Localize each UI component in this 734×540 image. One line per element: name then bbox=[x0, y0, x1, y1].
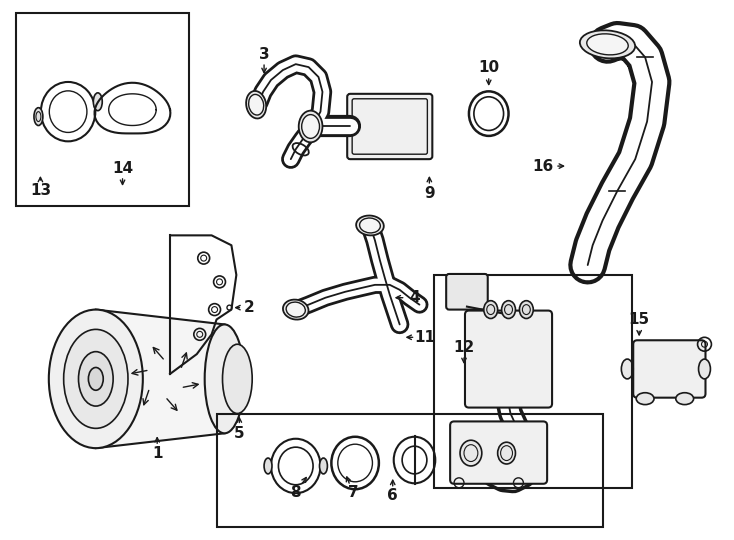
Bar bbox=[217, 414, 603, 528]
Text: 14: 14 bbox=[112, 160, 133, 176]
Ellipse shape bbox=[586, 34, 628, 55]
FancyBboxPatch shape bbox=[450, 421, 547, 484]
Text: 9: 9 bbox=[424, 186, 435, 201]
Ellipse shape bbox=[498, 442, 515, 464]
Ellipse shape bbox=[299, 111, 322, 143]
Ellipse shape bbox=[356, 215, 384, 235]
Ellipse shape bbox=[699, 359, 711, 379]
Ellipse shape bbox=[501, 301, 515, 319]
Text: 16: 16 bbox=[533, 159, 553, 173]
Polygon shape bbox=[96, 309, 225, 448]
Ellipse shape bbox=[48, 309, 143, 448]
Ellipse shape bbox=[222, 344, 252, 414]
Ellipse shape bbox=[319, 458, 327, 474]
Text: 8: 8 bbox=[291, 485, 301, 500]
Text: 15: 15 bbox=[628, 312, 650, 327]
Ellipse shape bbox=[636, 393, 654, 404]
Ellipse shape bbox=[476, 448, 501, 484]
Text: 2: 2 bbox=[244, 300, 255, 315]
Bar bbox=[435, 275, 632, 488]
Ellipse shape bbox=[302, 114, 319, 138]
Text: 6: 6 bbox=[388, 488, 398, 503]
Ellipse shape bbox=[479, 453, 498, 479]
FancyBboxPatch shape bbox=[465, 310, 552, 408]
Text: 13: 13 bbox=[30, 183, 51, 198]
FancyBboxPatch shape bbox=[347, 94, 432, 159]
Ellipse shape bbox=[622, 359, 633, 379]
Ellipse shape bbox=[520, 301, 534, 319]
Ellipse shape bbox=[360, 218, 380, 233]
Text: 11: 11 bbox=[414, 330, 435, 345]
Ellipse shape bbox=[93, 93, 102, 111]
Ellipse shape bbox=[286, 302, 305, 317]
Text: 4: 4 bbox=[409, 290, 420, 305]
Text: 5: 5 bbox=[234, 426, 244, 441]
Ellipse shape bbox=[460, 440, 482, 466]
Ellipse shape bbox=[88, 368, 103, 390]
Text: 3: 3 bbox=[259, 47, 269, 62]
Text: 7: 7 bbox=[348, 485, 358, 500]
Ellipse shape bbox=[249, 94, 264, 115]
Ellipse shape bbox=[283, 300, 308, 320]
Text: 12: 12 bbox=[454, 340, 475, 355]
Ellipse shape bbox=[79, 352, 113, 406]
Ellipse shape bbox=[484, 301, 498, 319]
FancyBboxPatch shape bbox=[446, 274, 488, 309]
Text: 10: 10 bbox=[478, 59, 499, 75]
Bar bbox=[15, 12, 189, 206]
Ellipse shape bbox=[246, 91, 266, 118]
Ellipse shape bbox=[205, 325, 244, 433]
Ellipse shape bbox=[264, 458, 272, 474]
Ellipse shape bbox=[580, 30, 635, 58]
Text: 1: 1 bbox=[152, 446, 162, 461]
Ellipse shape bbox=[34, 107, 43, 125]
FancyBboxPatch shape bbox=[633, 340, 705, 397]
Ellipse shape bbox=[676, 393, 694, 404]
Ellipse shape bbox=[64, 329, 128, 428]
